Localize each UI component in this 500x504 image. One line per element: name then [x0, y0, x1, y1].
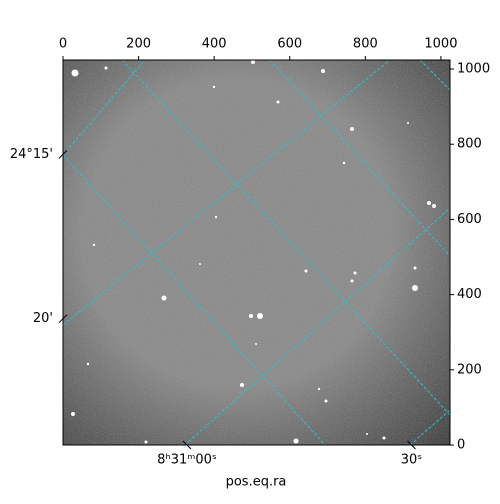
ra-tick-label: 8ʰ31ᵐ00ˢ [157, 453, 217, 468]
y-tick-label: 600 [457, 212, 482, 227]
y-tick-label: 800 [457, 137, 482, 152]
x-tick-label: 800 [353, 37, 378, 52]
sky-image [63, 60, 450, 445]
coordinate-grid [63, 60, 450, 445]
dec-tick [58, 150, 68, 159]
x-axis-label: pos.eq.ra [226, 475, 287, 490]
x-tick-label: 200 [126, 37, 151, 52]
y-tick-label: 400 [457, 287, 482, 302]
y-tick-label: 0 [457, 438, 465, 453]
x-tick-label: 400 [202, 37, 227, 52]
dec-tick-label: 20' [33, 311, 53, 326]
frame [62, 59, 451, 446]
dec-tick [58, 314, 68, 324]
ra-tick [407, 440, 416, 450]
x-tick-label: 0 [59, 37, 67, 52]
x-tick-label: 1000 [424, 37, 457, 52]
x-tick-label: 600 [277, 37, 302, 52]
dec-tick-label: 24°15' [10, 147, 53, 162]
y-tick-label: 200 [457, 362, 482, 377]
ra-tick [182, 440, 192, 450]
ra-tick-label: 30ˢ [401, 453, 423, 468]
y-tick-label: 1000 [457, 62, 490, 77]
stars [71, 60, 436, 444]
